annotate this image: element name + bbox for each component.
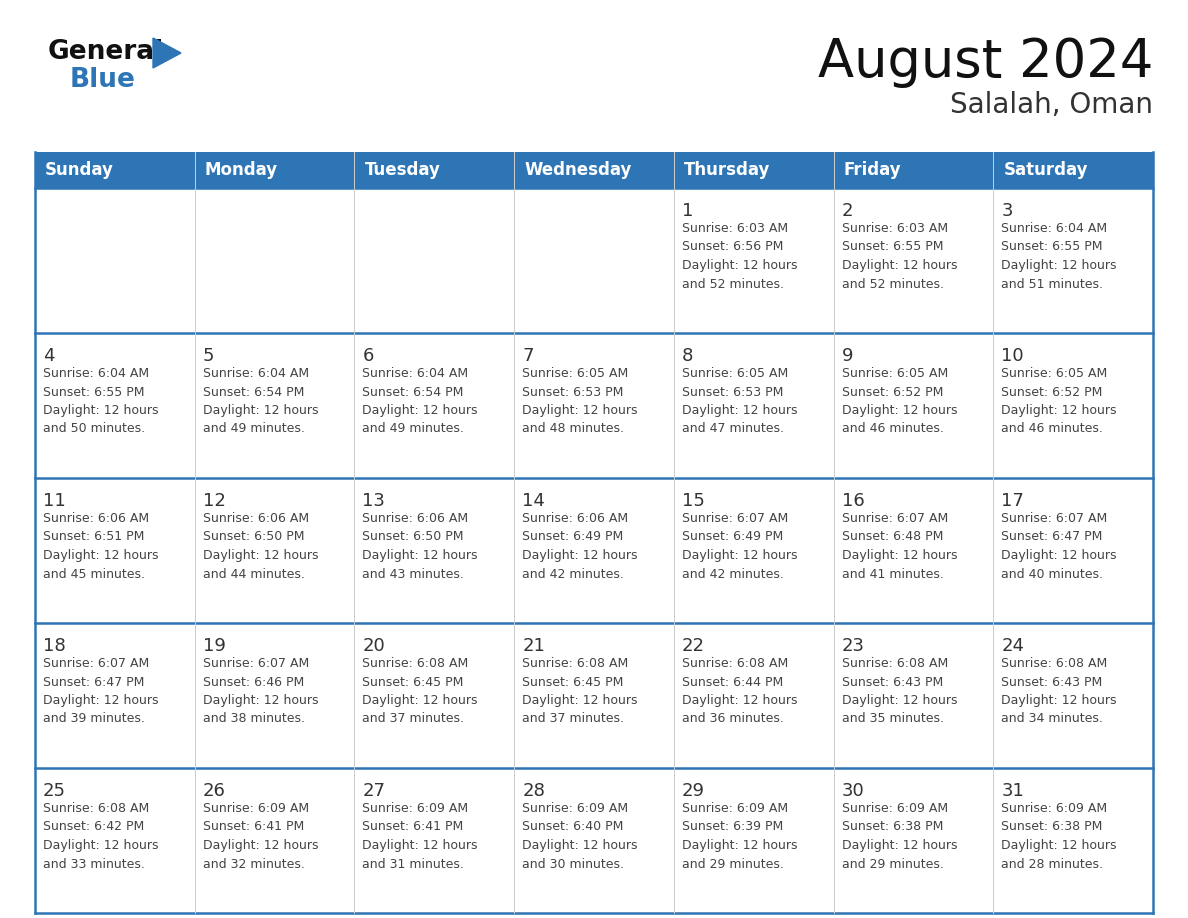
Text: 18: 18 (43, 637, 65, 655)
Text: Sunrise: 6:09 AM
Sunset: 6:39 PM
Daylight: 12 hours
and 29 minutes.: Sunrise: 6:09 AM Sunset: 6:39 PM Dayligh… (682, 802, 797, 870)
Text: 11: 11 (43, 492, 65, 510)
Bar (34, 188, 1154, 333)
Text: 21: 21 (523, 637, 545, 655)
Text: 28: 28 (523, 782, 545, 800)
Text: 26: 26 (203, 782, 226, 800)
Text: 9: 9 (841, 347, 853, 365)
Text: Sunrise: 6:06 AM
Sunset: 6:51 PM
Daylight: 12 hours
and 45 minutes.: Sunrise: 6:06 AM Sunset: 6:51 PM Dayligh… (43, 512, 158, 580)
Text: Sunrise: 6:04 AM
Sunset: 6:55 PM
Daylight: 12 hours
and 50 minutes.: Sunrise: 6:04 AM Sunset: 6:55 PM Dayligh… (43, 367, 158, 435)
Text: 25: 25 (43, 782, 67, 800)
Text: Sunrise: 6:06 AM
Sunset: 6:49 PM
Daylight: 12 hours
and 42 minutes.: Sunrise: 6:06 AM Sunset: 6:49 PM Dayligh… (523, 512, 638, 580)
Text: General: General (48, 39, 164, 65)
Text: 17: 17 (1001, 492, 1024, 510)
Text: August 2024: August 2024 (817, 36, 1154, 88)
Text: Sunrise: 6:05 AM
Sunset: 6:52 PM
Daylight: 12 hours
and 46 minutes.: Sunrise: 6:05 AM Sunset: 6:52 PM Dayligh… (1001, 367, 1117, 435)
Text: Sunrise: 6:08 AM
Sunset: 6:44 PM
Daylight: 12 hours
and 36 minutes.: Sunrise: 6:08 AM Sunset: 6:44 PM Dayligh… (682, 657, 797, 725)
Text: 19: 19 (203, 637, 226, 655)
Text: 20: 20 (362, 637, 385, 655)
Text: Sunrise: 6:07 AM
Sunset: 6:47 PM
Daylight: 12 hours
and 40 minutes.: Sunrise: 6:07 AM Sunset: 6:47 PM Dayligh… (1001, 512, 1117, 580)
Text: Sunrise: 6:06 AM
Sunset: 6:50 PM
Daylight: 12 hours
and 43 minutes.: Sunrise: 6:06 AM Sunset: 6:50 PM Dayligh… (362, 512, 478, 580)
Text: Sunrise: 6:09 AM
Sunset: 6:38 PM
Daylight: 12 hours
and 28 minutes.: Sunrise: 6:09 AM Sunset: 6:38 PM Dayligh… (1001, 802, 1117, 870)
Text: Sunday: Sunday (45, 161, 114, 179)
Text: Sunrise: 6:04 AM
Sunset: 6:55 PM
Daylight: 12 hours
and 51 minutes.: Sunrise: 6:04 AM Sunset: 6:55 PM Dayligh… (1001, 222, 1117, 290)
Text: Sunrise: 6:04 AM
Sunset: 6:54 PM
Daylight: 12 hours
and 49 minutes.: Sunrise: 6:04 AM Sunset: 6:54 PM Dayligh… (203, 367, 318, 435)
Text: 16: 16 (841, 492, 865, 510)
Text: Tuesday: Tuesday (365, 161, 441, 179)
Text: 3: 3 (1001, 202, 1013, 220)
Text: Thursday: Thursday (684, 161, 770, 179)
Text: Sunrise: 6:06 AM
Sunset: 6:50 PM
Daylight: 12 hours
and 44 minutes.: Sunrise: 6:06 AM Sunset: 6:50 PM Dayligh… (203, 512, 318, 580)
Text: Saturday: Saturday (1004, 161, 1088, 179)
Text: 22: 22 (682, 637, 704, 655)
Text: Sunrise: 6:03 AM
Sunset: 6:56 PM
Daylight: 12 hours
and 52 minutes.: Sunrise: 6:03 AM Sunset: 6:56 PM Dayligh… (682, 222, 797, 290)
Text: Sunrise: 6:08 AM
Sunset: 6:43 PM
Daylight: 12 hours
and 35 minutes.: Sunrise: 6:08 AM Sunset: 6:43 PM Dayligh… (841, 657, 958, 725)
Text: Sunrise: 6:08 AM
Sunset: 6:45 PM
Daylight: 12 hours
and 37 minutes.: Sunrise: 6:08 AM Sunset: 6:45 PM Dayligh… (523, 657, 638, 725)
Text: 31: 31 (1001, 782, 1024, 800)
Text: 2: 2 (841, 202, 853, 220)
Text: Sunrise: 6:08 AM
Sunset: 6:43 PM
Daylight: 12 hours
and 34 minutes.: Sunrise: 6:08 AM Sunset: 6:43 PM Dayligh… (1001, 657, 1117, 725)
Text: 23: 23 (841, 637, 865, 655)
Bar (34, 623, 1154, 768)
Text: Sunrise: 6:05 AM
Sunset: 6:52 PM
Daylight: 12 hours
and 46 minutes.: Sunrise: 6:05 AM Sunset: 6:52 PM Dayligh… (841, 367, 958, 435)
Text: Monday: Monday (204, 161, 278, 179)
Text: Sunrise: 6:04 AM
Sunset: 6:54 PM
Daylight: 12 hours
and 49 minutes.: Sunrise: 6:04 AM Sunset: 6:54 PM Dayligh… (362, 367, 478, 435)
Text: Sunrise: 6:08 AM
Sunset: 6:42 PM
Daylight: 12 hours
and 33 minutes.: Sunrise: 6:08 AM Sunset: 6:42 PM Dayligh… (43, 802, 158, 870)
Bar (34, 768, 1154, 913)
Text: Sunrise: 6:07 AM
Sunset: 6:48 PM
Daylight: 12 hours
and 41 minutes.: Sunrise: 6:07 AM Sunset: 6:48 PM Dayligh… (841, 512, 958, 580)
Text: Friday: Friday (843, 161, 902, 179)
Text: Wednesday: Wednesday (524, 161, 632, 179)
Text: 13: 13 (362, 492, 385, 510)
Text: Sunrise: 6:05 AM
Sunset: 6:53 PM
Daylight: 12 hours
and 47 minutes.: Sunrise: 6:05 AM Sunset: 6:53 PM Dayligh… (682, 367, 797, 435)
Bar (34, 478, 1154, 623)
Text: Sunrise: 6:03 AM
Sunset: 6:55 PM
Daylight: 12 hours
and 52 minutes.: Sunrise: 6:03 AM Sunset: 6:55 PM Dayligh… (841, 222, 958, 290)
Text: 30: 30 (841, 782, 865, 800)
Text: 5: 5 (203, 347, 214, 365)
Text: 24: 24 (1001, 637, 1024, 655)
Text: Sunrise: 6:09 AM
Sunset: 6:41 PM
Daylight: 12 hours
and 31 minutes.: Sunrise: 6:09 AM Sunset: 6:41 PM Dayligh… (362, 802, 478, 870)
Text: 6: 6 (362, 347, 374, 365)
Text: Salalah, Oman: Salalah, Oman (950, 91, 1154, 119)
Text: 27: 27 (362, 782, 385, 800)
Text: 12: 12 (203, 492, 226, 510)
Text: 8: 8 (682, 347, 694, 365)
Text: Sunrise: 6:08 AM
Sunset: 6:45 PM
Daylight: 12 hours
and 37 minutes.: Sunrise: 6:08 AM Sunset: 6:45 PM Dayligh… (362, 657, 478, 725)
Text: Sunrise: 6:05 AM
Sunset: 6:53 PM
Daylight: 12 hours
and 48 minutes.: Sunrise: 6:05 AM Sunset: 6:53 PM Dayligh… (523, 367, 638, 435)
Text: Blue: Blue (70, 67, 135, 93)
Text: Sunrise: 6:07 AM
Sunset: 6:47 PM
Daylight: 12 hours
and 39 minutes.: Sunrise: 6:07 AM Sunset: 6:47 PM Dayligh… (43, 657, 158, 725)
Text: 1: 1 (682, 202, 694, 220)
Polygon shape (153, 38, 181, 68)
Text: Sunrise: 6:07 AM
Sunset: 6:46 PM
Daylight: 12 hours
and 38 minutes.: Sunrise: 6:07 AM Sunset: 6:46 PM Dayligh… (203, 657, 318, 725)
Text: Sunrise: 6:07 AM
Sunset: 6:49 PM
Daylight: 12 hours
and 42 minutes.: Sunrise: 6:07 AM Sunset: 6:49 PM Dayligh… (682, 512, 797, 580)
Text: 4: 4 (43, 347, 55, 365)
Text: 14: 14 (523, 492, 545, 510)
Text: 7: 7 (523, 347, 533, 365)
Text: 10: 10 (1001, 347, 1024, 365)
Text: Sunrise: 6:09 AM
Sunset: 6:40 PM
Daylight: 12 hours
and 30 minutes.: Sunrise: 6:09 AM Sunset: 6:40 PM Dayligh… (523, 802, 638, 870)
Text: 29: 29 (682, 782, 704, 800)
Text: Sunrise: 6:09 AM
Sunset: 6:41 PM
Daylight: 12 hours
and 32 minutes.: Sunrise: 6:09 AM Sunset: 6:41 PM Dayligh… (203, 802, 318, 870)
Text: Sunrise: 6:09 AM
Sunset: 6:38 PM
Daylight: 12 hours
and 29 minutes.: Sunrise: 6:09 AM Sunset: 6:38 PM Dayligh… (841, 802, 958, 870)
Bar (34, 333, 1154, 478)
Bar (34, 152, 1154, 188)
Text: 15: 15 (682, 492, 704, 510)
